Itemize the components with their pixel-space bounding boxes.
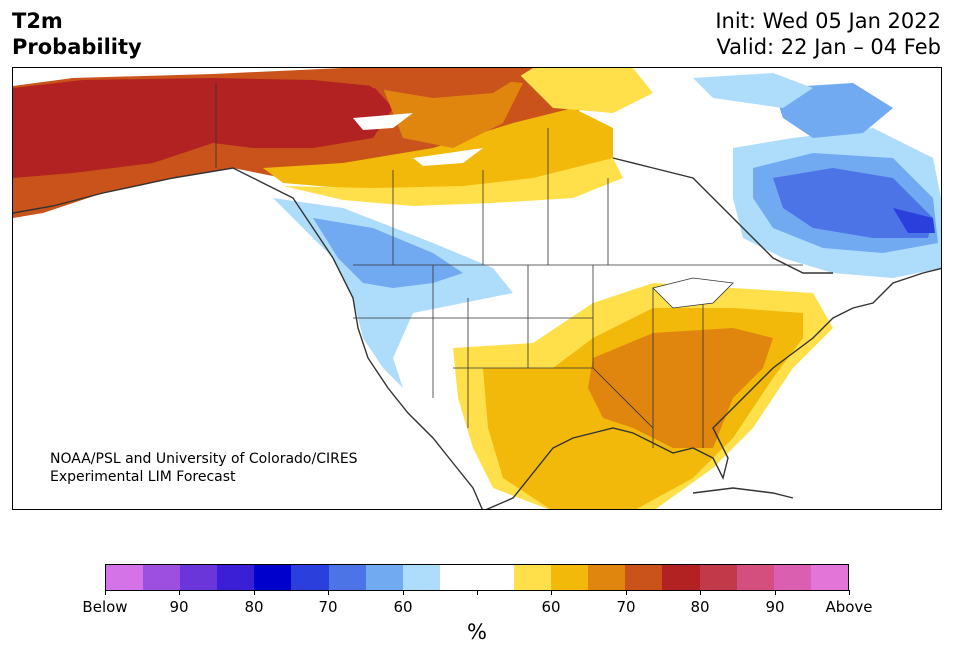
colorbar-tick-label: 60 [393,598,413,616]
colorbar-tick [328,590,329,595]
eastern-canada-cold-region [773,168,933,238]
arctic-orange-patch [343,68,533,98]
title-line2: Probability [12,35,142,59]
colorbar-tick-label: 80 [690,598,710,616]
credit-line1: NOAA/PSL and University of Colorado/CIRE… [50,451,358,467]
valid-range: Valid: 22 Jan – 04 Feb [716,35,941,59]
colorbar-tick [775,590,776,595]
forecast-dates: Init: Wed 05 Jan 2022 Valid: 22 Jan – 04… [715,8,941,60]
init-date: Init: Wed 05 Jan 2022 [715,9,941,33]
credit-line2: Experimental LIM Forecast [50,469,236,485]
colorbar-swatch [180,565,218,590]
colorbar-unit: % [467,620,487,644]
great-lakes [652,277,734,309]
colorbar-swatch [773,565,811,590]
colorbar-tick [477,590,478,595]
colorbar-tick [254,590,255,595]
map-canvas [13,68,941,509]
colorbar-tick-label: 70 [318,598,338,616]
colorbar-tick [179,590,180,595]
arctic-cool-patch [773,83,893,138]
colorbar-tick [849,590,850,595]
colorbar-swatch [217,565,255,590]
colorbar-swatch [476,565,515,590]
canada-west-warm-band [263,108,613,193]
labrador-coldest-region [893,208,935,233]
colorbar-tick [105,590,106,595]
colorbar-tick-label: 60 [541,598,561,616]
colorbar-tick [551,590,552,595]
great-bear-lake [353,113,413,130]
alaska-strong-warm-region [13,78,393,178]
colorbar-swatch [143,565,181,590]
colorbar-tick-label: 80 [244,598,264,616]
attribution: NOAA/PSL and University of Colorado/CIRE… [50,450,358,486]
colorbar-tick [403,590,404,595]
colorbar-tick [700,590,701,595]
colorbar-tick [626,590,627,595]
colorbar-swatch [291,565,329,590]
title-line1: T2m [12,9,63,33]
us-southeast-strong-warm-region [588,328,773,448]
colorbar-swatch [254,565,292,590]
colorbar-swatch [514,565,552,590]
arctic-yellow-patch [513,68,653,113]
colorbar-tick-label: 70 [616,598,636,616]
canada-light-warm-band [283,158,623,206]
colorbar-swatch [810,565,848,590]
map-title: T2m Probability [12,8,142,60]
colorbar-swatch [551,565,589,590]
coastline-outlines [13,157,941,509]
colorbar-swatch [106,565,144,590]
arctic-light-cool-patch [693,73,813,108]
colorbar-tick-label: 90 [169,598,189,616]
colorbar-tick-label: 90 [765,598,785,616]
pacific-nw-cooler-region [313,218,463,288]
colorbar-swatch [402,565,440,590]
political-borders [215,83,803,448]
probability-colorbar [105,564,849,591]
colorbar-swatch [588,565,626,590]
colorbar-swatch [328,565,366,590]
colorbar-tick-label: Below [82,598,128,616]
probability-map: NOAA/PSL and University of Colorado/CIRE… [12,67,942,510]
colorbar-swatch [662,565,700,590]
great-slave-lake [413,148,483,166]
colorbar-swatch [736,565,774,590]
colorbar-swatch [365,565,403,590]
colorbar-tick-label: Above [825,598,873,616]
colorbar-swatch [699,565,737,590]
colorbar-swatch [625,565,663,590]
colorbar-swatch [439,565,477,590]
